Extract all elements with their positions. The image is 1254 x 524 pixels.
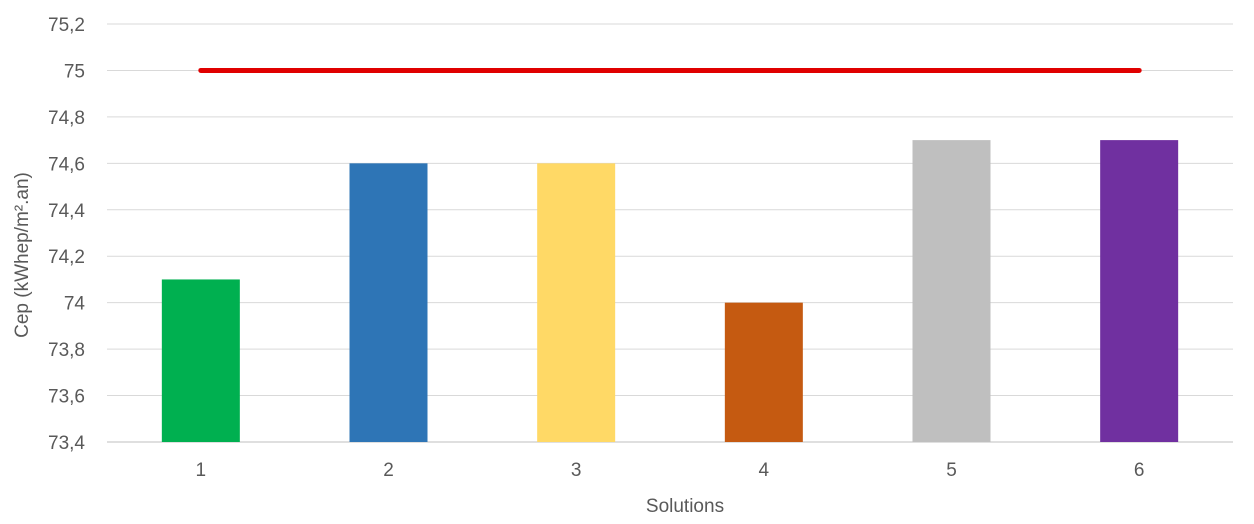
x-tick-label: 1 (196, 460, 207, 481)
bar-5 (912, 140, 991, 442)
bars (161, 140, 1179, 443)
gridlines (107, 23, 1233, 443)
x-tick-label: 6 (1134, 460, 1145, 481)
y-tick-label: 75 (64, 61, 85, 82)
bar-3 (537, 163, 616, 443)
x-tick-label: 2 (383, 460, 394, 481)
x-axis-ticks: 1 2 3 4 5 6 (196, 460, 1145, 481)
y-tick-label: 74,4 (48, 201, 85, 222)
y-tick-label: 74,2 (48, 247, 85, 268)
y-tick-label: 73,8 (48, 340, 85, 361)
y-tick-label: 73,4 (48, 433, 85, 454)
bar-1 (161, 279, 240, 442)
x-axis-title: Solutions (646, 496, 724, 517)
bar-4 (724, 302, 803, 442)
y-axis-title: Cep (kWhep/m².an) (12, 172, 33, 338)
y-tick-label: 74,6 (48, 154, 85, 175)
y-tick-label: 75,2 (48, 15, 85, 36)
y-tick-label: 74 (64, 294, 86, 315)
y-tick-label: 73,6 (48, 387, 85, 408)
x-tick-label: 3 (571, 460, 582, 481)
x-tick-label: 4 (759, 460, 770, 481)
x-tick-label: 5 (946, 460, 957, 481)
y-tick-label: 74,8 (48, 108, 85, 129)
y-axis-ticks: 73,4 73,6 73,8 74 74,2 74,4 74,6 74,8 75 75,2 (48, 15, 85, 454)
bar-2 (349, 163, 428, 443)
bar-6 (1100, 140, 1179, 442)
